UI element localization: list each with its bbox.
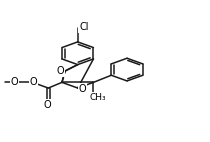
Text: O: O xyxy=(44,100,51,110)
Text: O: O xyxy=(29,77,37,87)
Text: Cl: Cl xyxy=(79,22,89,32)
Text: O: O xyxy=(57,66,64,76)
Text: O: O xyxy=(11,77,18,87)
Text: CH₃: CH₃ xyxy=(90,93,106,102)
Text: O: O xyxy=(79,84,86,94)
